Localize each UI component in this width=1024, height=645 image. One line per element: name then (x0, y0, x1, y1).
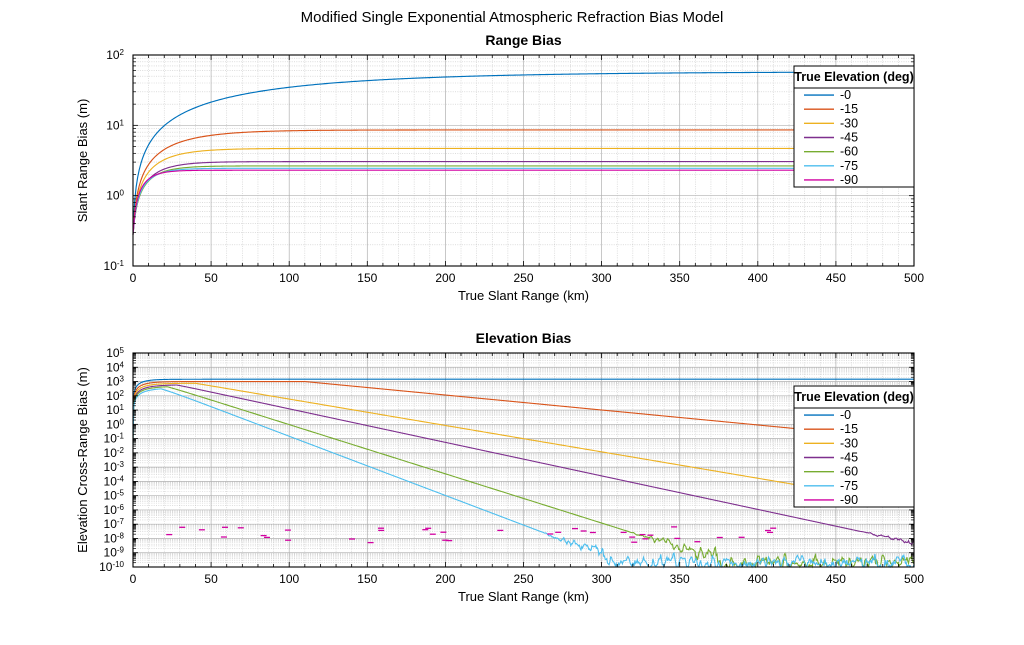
svg-text:0: 0 (130, 271, 137, 285)
svg-text:-0: -0 (840, 88, 851, 102)
svg-text:100: 100 (279, 271, 299, 285)
svg-text:-60: -60 (840, 465, 858, 479)
svg-text:150: 150 (357, 572, 377, 586)
svg-text:Elevation Bias: Elevation Bias (476, 330, 572, 346)
svg-text:True Elevation (deg): True Elevation (deg) (794, 70, 913, 84)
svg-text:True Slant Range (km): True Slant Range (km) (458, 288, 589, 303)
svg-text:400: 400 (748, 572, 768, 586)
svg-text:50: 50 (204, 271, 218, 285)
svg-text:350: 350 (670, 271, 690, 285)
svg-text:-30: -30 (840, 116, 858, 130)
svg-text:100: 100 (279, 572, 299, 586)
svg-text:250: 250 (513, 271, 533, 285)
svg-text:500: 500 (904, 572, 924, 586)
svg-text:-30: -30 (840, 436, 858, 450)
svg-text:0: 0 (130, 572, 137, 586)
svg-text:250: 250 (513, 572, 533, 586)
svg-text:300: 300 (592, 271, 612, 285)
svg-text:350: 350 (670, 572, 690, 586)
svg-text:-75: -75 (840, 479, 858, 493)
svg-text:50: 50 (204, 572, 218, 586)
svg-text:Modified Single Exponential At: Modified Single Exponential Atmospheric … (301, 9, 724, 26)
svg-text:500: 500 (904, 271, 924, 285)
svg-text:200: 200 (435, 271, 455, 285)
svg-text:400: 400 (748, 271, 768, 285)
svg-text:150: 150 (357, 271, 377, 285)
svg-text:-75: -75 (840, 159, 858, 173)
svg-text:-90: -90 (840, 493, 858, 507)
svg-text:-60: -60 (840, 145, 858, 159)
svg-text:True Elevation (deg): True Elevation (deg) (794, 390, 913, 404)
svg-text:200: 200 (435, 572, 455, 586)
svg-text:-90: -90 (840, 173, 858, 187)
svg-text:-0: -0 (840, 408, 851, 422)
svg-text:Range Bias: Range Bias (485, 32, 561, 48)
svg-text:Elevation Cross-Range Bias (m): Elevation Cross-Range Bias (m) (75, 367, 90, 553)
svg-text:True Slant Range (km): True Slant Range (km) (458, 589, 589, 604)
svg-text:-15: -15 (840, 422, 858, 436)
svg-text:-15: -15 (840, 102, 858, 116)
svg-text:450: 450 (826, 572, 846, 586)
svg-text:Slant Range Bias (m): Slant Range Bias (m) (75, 99, 90, 223)
svg-text:300: 300 (592, 572, 612, 586)
svg-text:-45: -45 (840, 131, 858, 145)
svg-text:450: 450 (826, 271, 846, 285)
svg-text:-45: -45 (840, 451, 858, 465)
